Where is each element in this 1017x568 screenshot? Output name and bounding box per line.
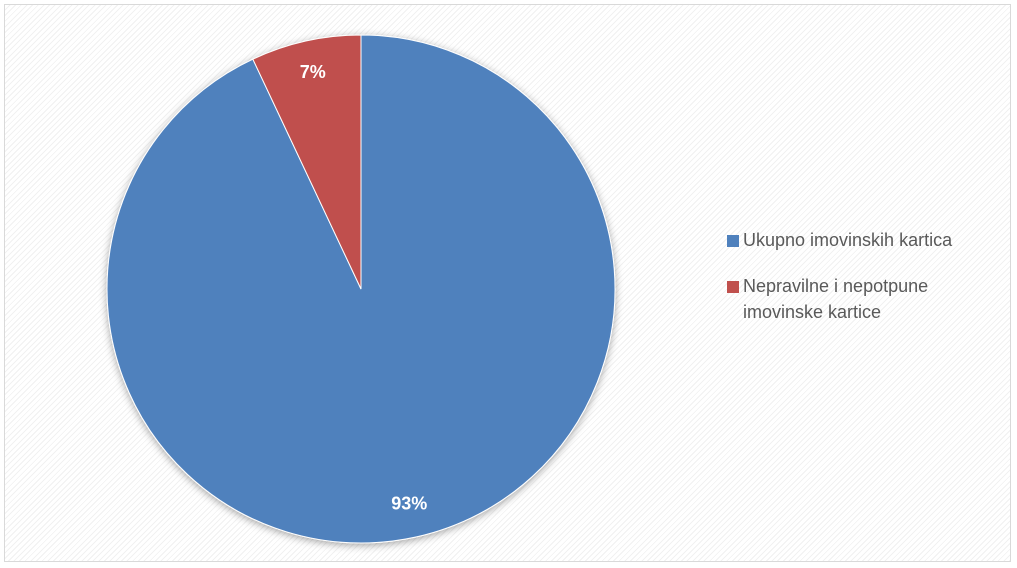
legend-item-2: Nepravilne i nepotpune imovinske kartice [727,273,1012,325]
data-labels: 93% 7% [300,62,427,513]
pie-slice-2 [252,34,362,290]
legend-swatch [727,235,739,247]
data-label-2: 7% [300,62,326,82]
legend-swatch [727,281,739,293]
legend-label: Ukupno imovinskih kartica [743,230,953,250]
data-label-1: 93% [391,493,427,513]
legend: Ukupno imovinskih kartica Nepravilne i ne… [727,227,1012,345]
pie-slices [106,34,616,544]
chart-area: 93% 7% Ukupno imovinskih kartica Nepraviln… [4,4,1011,562]
pie-chart: 93% 7% [106,34,616,544]
legend-item-1: Ukupno imovinskih kartica [727,227,1012,253]
legend-label: Nepravilne i nepotpune imovinske kartice [743,276,929,322]
